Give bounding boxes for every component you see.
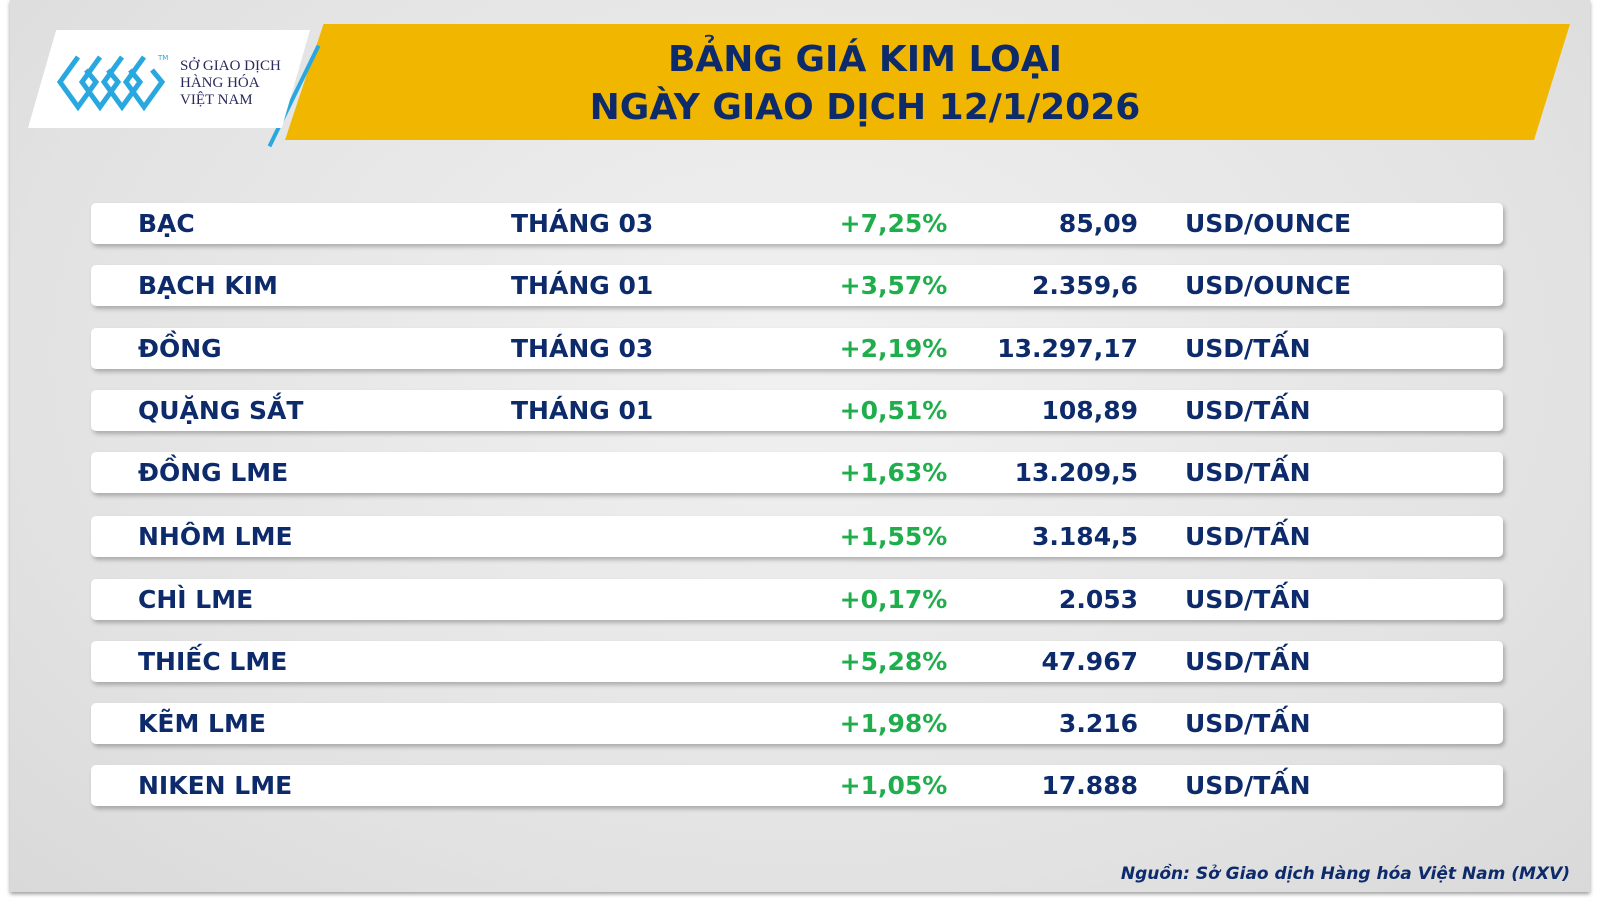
page-title: BẢNG GIÁ KIM LOẠI NGÀY GIAO DỊCH 12/1/20…	[300, 36, 1430, 132]
change-percent: +1,05%	[839, 771, 948, 800]
unit: USD/TẤN	[1185, 458, 1311, 487]
unit: USD/TẤN	[1185, 396, 1311, 425]
table-row: NHÔM LME +1,55% 3.184,5 USD/TẤN	[91, 516, 1503, 557]
table-row: THIẾC LME +5,28% 47.967 USD/TẤN	[91, 641, 1503, 682]
metal-name: ĐỒNG LME	[138, 458, 289, 487]
price: 17.888	[1041, 771, 1138, 800]
trademark: TM	[158, 54, 169, 62]
table-row: KẼM LME +1,98% 3.216 USD/TẤN	[91, 703, 1503, 744]
logo-line: VIỆT NAM	[180, 92, 253, 108]
change-percent: +3,57%	[839, 271, 948, 300]
title-line-1: BẢNG GIÁ KIM LOẠI	[667, 39, 1062, 80]
metal-name: CHÌ LME	[138, 585, 254, 614]
price: 3.216	[1058, 709, 1138, 738]
contract-month: THÁNG 03	[511, 209, 654, 238]
change-percent: +1,98%	[839, 709, 948, 738]
logo-line: HÀNG HÓA	[180, 75, 260, 91]
change-percent: +0,17%	[839, 585, 948, 614]
logo	[28, 30, 310, 128]
metal-name: QUẶNG SẮT	[138, 396, 304, 425]
unit: USD/OUNCE	[1185, 209, 1352, 238]
table-row: CHÌ LME +0,17% 2.053 USD/TẤN	[91, 579, 1503, 620]
contract-month: THÁNG 01	[511, 396, 654, 425]
table-row: QUẶNG SẮT THÁNG 01 +0,51% 108,89 USD/TẤN	[91, 390, 1503, 431]
price: 2.053	[1058, 585, 1138, 614]
logo-text: SỞ GIAO DỊCH HÀNG HÓA VIỆT NAM	[180, 58, 281, 109]
table-row: NIKEN LME +1,05% 17.888 USD/TẤN	[91, 765, 1503, 806]
change-percent: +0,51%	[839, 396, 948, 425]
price: 13.209,5	[1014, 458, 1138, 487]
title-line-2: NGÀY GIAO DỊCH 12/1/2026	[589, 87, 1141, 128]
table-row: ĐỒNG THÁNG 03 +2,19% 13.297,17 USD/TẤN	[91, 328, 1503, 369]
price: 47.967	[1041, 647, 1138, 676]
table-row: BẠC THÁNG 03 +7,25% 85,09 USD/OUNCE	[91, 203, 1503, 244]
title-banner	[285, 24, 1570, 140]
metal-name: BẠC	[138, 209, 195, 238]
logo-line: SỞ GIAO DỊCH	[180, 58, 281, 74]
change-percent: +1,63%	[839, 458, 948, 487]
unit: USD/TẤN	[1185, 709, 1311, 738]
price: 85,09	[1058, 209, 1138, 238]
source-note: Nguồn: Sở Giao dịch Hàng hóa Việt Nam (M…	[1120, 864, 1570, 884]
change-percent: +2,19%	[839, 334, 948, 363]
metal-name: THIẾC LME	[138, 647, 288, 676]
unit: USD/TẤN	[1185, 522, 1311, 551]
contract-month: THÁNG 03	[511, 334, 654, 363]
unit: USD/TẤN	[1185, 334, 1311, 363]
mxv-logo-icon	[56, 55, 166, 112]
price: 13.297,17	[997, 334, 1138, 363]
metal-name: NHÔM LME	[138, 522, 293, 551]
metal-name: BẠCH KIM	[138, 271, 278, 300]
change-percent: +1,55%	[839, 522, 948, 551]
metal-name: NIKEN LME	[138, 771, 293, 800]
table-row: BẠCH KIM THÁNG 01 +3,57% 2.359,6 USD/OUNCE	[91, 265, 1503, 306]
price: 2.359,6	[1032, 271, 1138, 300]
price: 108,89	[1041, 396, 1138, 425]
table-row: ĐỒNG LME +1,63% 13.209,5 USD/TẤN	[91, 452, 1503, 493]
unit: USD/TẤN	[1185, 585, 1311, 614]
contract-month: THÁNG 01	[511, 271, 654, 300]
unit: USD/OUNCE	[1185, 271, 1352, 300]
price: 3.184,5	[1032, 522, 1138, 551]
unit: USD/TẤN	[1185, 647, 1311, 676]
metal-name: ĐỒNG	[138, 334, 222, 363]
change-percent: +7,25%	[839, 209, 948, 238]
unit: USD/TẤN	[1185, 771, 1311, 800]
change-percent: +5,28%	[839, 647, 948, 676]
metal-name: KẼM LME	[138, 709, 266, 738]
